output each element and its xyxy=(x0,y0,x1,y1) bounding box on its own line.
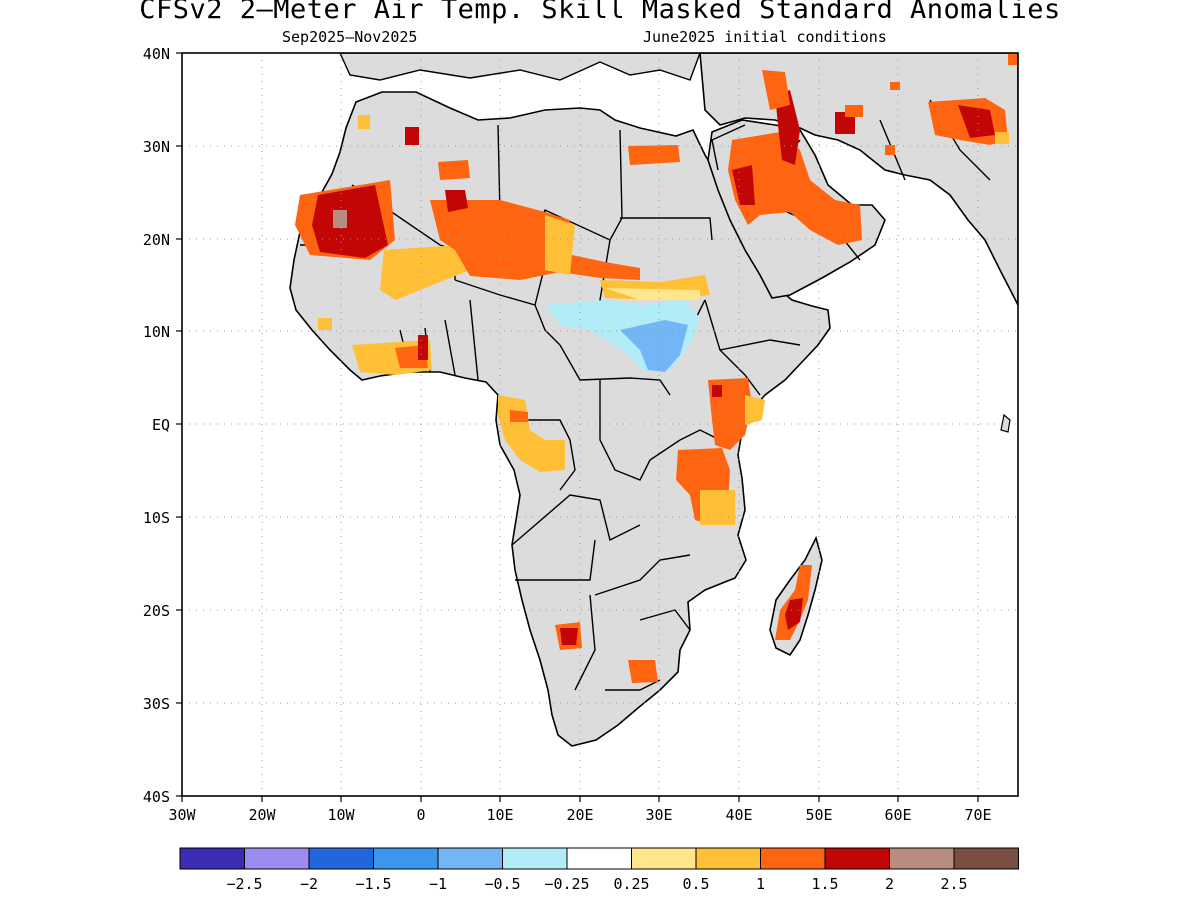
x-tick-label: 0 xyxy=(416,806,425,824)
colorbar: −2.5 −2 −1.5 −1 −0.5 −0.25 0.25 0.5 1 1.5 2 2.5 xyxy=(179,847,1019,893)
y-tick-label: 30N xyxy=(143,138,170,156)
gridlines xyxy=(182,53,1018,796)
x-tick-label: 30W xyxy=(168,806,196,824)
anomaly-region-iran-west xyxy=(762,70,790,110)
x-tick-label: 20W xyxy=(248,806,276,824)
anomaly-region-tanzania-edge xyxy=(700,490,735,525)
anomaly-region-togo xyxy=(418,335,428,360)
anomaly-region-saudi-arabia xyxy=(728,132,862,245)
colorbar-label: 0.25 xyxy=(613,875,649,893)
y-tick-label: EQ xyxy=(152,416,170,434)
colorbar-label: 1.5 xyxy=(811,875,838,893)
colorbar-label: −0.25 xyxy=(544,875,589,893)
anomaly-region-egypt xyxy=(628,145,680,165)
anomaly-region-arabia-red xyxy=(732,165,755,205)
anomaly-region-south-sudan-cool xyxy=(620,320,688,372)
anomaly-region-sahel-edge xyxy=(545,215,575,275)
anomaly-region-morocco xyxy=(358,115,370,129)
anomaly-region-gulf xyxy=(885,145,895,155)
map-content xyxy=(182,53,1018,796)
season-subtitle: Sep2025—Nov2025 xyxy=(282,28,418,46)
anomaly-region-pakistan-core xyxy=(958,105,995,138)
anomaly-region-south-africa xyxy=(628,660,658,683)
colorbar-swatch xyxy=(566,847,632,870)
anomaly-region-iraq xyxy=(775,90,800,165)
y-tick-label: 30S xyxy=(143,695,170,713)
colorbar-swatch xyxy=(760,847,826,870)
anomaly-region-caspian xyxy=(890,82,900,90)
colorbar-label: −1 xyxy=(429,875,447,893)
anomaly-region-kenya-edge xyxy=(745,395,765,425)
anomaly-region-mauritania xyxy=(380,245,470,300)
anomaly-region-afghanistan xyxy=(1008,53,1018,65)
initial-conditions-subtitle: June2025 initial conditions xyxy=(643,28,887,46)
colorbar-label: 0.5 xyxy=(682,875,709,893)
y-tick-label: 20N xyxy=(143,231,170,249)
colorbar-swatch xyxy=(824,847,890,870)
anomaly-region-sudan-pale xyxy=(605,288,700,300)
x-tick-label: 30E xyxy=(645,806,672,824)
colorbar-swatch xyxy=(631,847,697,870)
anomaly-region-ethiopia-red xyxy=(712,385,722,397)
x-tick-label: 70E xyxy=(964,806,991,824)
x-axis xyxy=(181,796,979,802)
y-axis xyxy=(176,52,182,797)
anomaly-region-mauritania-core xyxy=(312,185,388,258)
colorbar-swatch xyxy=(437,847,503,870)
anomaly-region-algeria-pale xyxy=(438,160,470,180)
colorbar-label: 1 xyxy=(756,875,765,893)
anomaly-region-gabon-orange xyxy=(510,410,528,422)
anomaly-region-niger-north xyxy=(445,190,468,212)
colorbar-swatch xyxy=(373,847,439,870)
y-tick-label: 40N xyxy=(143,45,170,63)
x-tick-label: 10W xyxy=(327,806,355,824)
anomaly-region-madagascar-core xyxy=(785,598,803,630)
colorbar-label: 2 xyxy=(885,875,894,893)
anomaly-region-senegal xyxy=(318,318,332,330)
anomaly-region-pakistan-edge xyxy=(995,132,1009,144)
anomaly-region-iran-mid xyxy=(835,112,855,134)
y-tick-label: 10S xyxy=(143,509,170,527)
y-tick-label: 10N xyxy=(143,323,170,341)
anomaly-region-namibia-core xyxy=(560,628,578,645)
colorbar-label: 2.5 xyxy=(940,875,967,893)
colorbar-swatch xyxy=(695,847,761,870)
colorbar-label: −0.5 xyxy=(484,875,520,893)
anomaly-region-sahel xyxy=(430,200,640,280)
colorbar-swatch xyxy=(244,847,310,870)
chart-title: CFSv2 2—Meter Air Temp. Skill Masked Sta… xyxy=(139,0,1061,25)
colorbar-swatch xyxy=(179,847,245,870)
anomaly-region-algeria xyxy=(405,127,419,145)
sri-lanka-landmass xyxy=(1000,413,1011,433)
anomaly-region-iran-pale xyxy=(845,105,863,117)
colorbar-label: −1.5 xyxy=(355,875,391,893)
colorbar-swatch xyxy=(502,847,568,870)
europe-landmass xyxy=(339,53,701,81)
y-tick-label: 40S xyxy=(143,788,170,806)
colorbar-label: −2 xyxy=(300,875,318,893)
x-tick-label: 60E xyxy=(884,806,911,824)
x-tick-label: 50E xyxy=(805,806,832,824)
x-tick-label: 40E xyxy=(725,806,752,824)
x-tick-label: 20E xyxy=(566,806,593,824)
colorbar-swatch xyxy=(953,847,1019,870)
x-tick-label: 10E xyxy=(486,806,513,824)
colorbar-label: −2.5 xyxy=(226,875,262,893)
y-tick-label: 20S xyxy=(143,602,170,620)
anomaly-shading xyxy=(295,53,1018,683)
anomaly-region-small-brown xyxy=(333,210,347,228)
colorbar-swatch xyxy=(308,847,374,870)
colorbar-swatch xyxy=(889,847,955,870)
